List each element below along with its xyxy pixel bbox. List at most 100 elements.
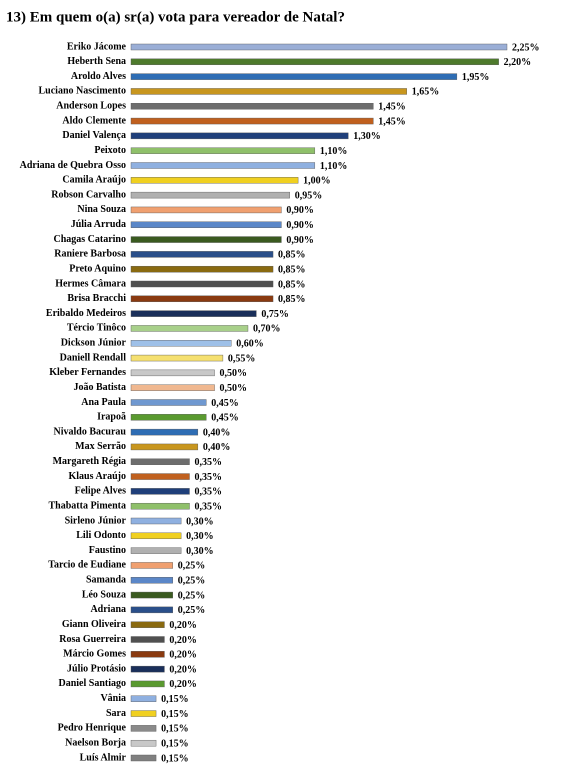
value-label: 0,50% [220, 368, 248, 379]
category-label: Nina Souza [77, 204, 126, 215]
category-label: Raniere Barbosa [54, 249, 126, 260]
bar [130, 251, 274, 258]
value-label: 1,45% [378, 102, 406, 113]
category-label: Júlio Protásio [67, 663, 126, 674]
bar [130, 680, 165, 688]
category-label: Anderson Lopes [56, 101, 126, 112]
value-label: 0,45% [211, 398, 239, 409]
category-label: Luís Almir [80, 752, 127, 763]
bar [130, 532, 182, 540]
value-label: 1,30% [353, 131, 381, 142]
category-label: Heberth Sena [67, 56, 126, 67]
value-label: 0,25% [178, 590, 206, 601]
bar [130, 221, 282, 228]
category-label: Eribaldo Medeiros [46, 308, 126, 319]
bar [130, 73, 458, 80]
category-label: Faustino [89, 545, 126, 556]
category-label: Robson Carvalho [51, 189, 126, 200]
bar [130, 502, 190, 510]
category-label: Lili Odonto [76, 530, 126, 541]
category-label: Max Serrão [75, 441, 126, 452]
category-label: Márcio Gomes [63, 649, 126, 660]
value-label: 0,30% [186, 516, 214, 527]
bar [130, 399, 207, 406]
value-label: 0,35% [194, 487, 222, 498]
value-label: 0,15% [161, 753, 189, 764]
value-label: 0,45% [211, 413, 239, 424]
value-label: 0,25% [178, 576, 206, 587]
bar [130, 414, 207, 421]
value-label: 0,20% [169, 635, 197, 646]
category-label: Camila Araújo [62, 175, 126, 186]
value-label: 0,90% [286, 235, 314, 246]
value-label: 1,10% [320, 146, 348, 157]
bar [130, 58, 499, 66]
bar [130, 206, 282, 214]
value-label: 0,20% [169, 679, 197, 690]
bar [130, 636, 165, 643]
value-label: 0,25% [178, 561, 206, 572]
category-label: Hermes Câmara [55, 278, 126, 289]
value-label: 0,95% [295, 190, 323, 201]
bar [130, 443, 199, 451]
value-label: 1,00% [303, 176, 331, 187]
category-label: Naelson Borja [65, 737, 126, 748]
category-label: Samanda [86, 575, 126, 586]
value-label: 1,10% [320, 161, 348, 172]
value-label: 0,90% [286, 220, 314, 231]
value-label: 0,85% [278, 264, 306, 275]
bar [130, 517, 182, 525]
category-label: Rosa Guerreira [59, 634, 126, 645]
bar [130, 428, 199, 436]
value-label: 1,95% [462, 72, 490, 83]
category-label: Daniel Valença [62, 130, 126, 141]
bar [130, 591, 173, 599]
category-label: Aldo Clemente [62, 115, 126, 126]
bar [130, 695, 157, 702]
category-label: Aroldo Alves [71, 71, 126, 82]
category-label: Thabatta Pimenta [49, 500, 127, 511]
category-label: Adriana de Quebra Osso [20, 160, 126, 171]
bar [130, 147, 316, 154]
value-label: 0,85% [278, 250, 306, 261]
value-label: 2,20% [504, 57, 531, 68]
bar [130, 265, 274, 273]
category-label: Daniell Rendall [60, 352, 127, 363]
category-label: Felipe Alves [75, 486, 126, 497]
category-label: Júlia Arruda [71, 219, 126, 230]
value-label: 0,15% [161, 738, 189, 749]
bar [130, 310, 257, 317]
value-label: 0,60% [236, 339, 264, 350]
value-label: 0,35% [194, 501, 222, 512]
category-label: Irapoã [97, 412, 126, 423]
category-label: Giann Oliveira [62, 619, 126, 630]
value-label: 0,35% [194, 472, 222, 483]
category-label: Nivaldo Bacurau [53, 426, 126, 437]
value-label: 0,40% [203, 442, 231, 453]
category-label: Sirleno Júnior [65, 515, 127, 526]
bar [130, 651, 165, 658]
bar [130, 325, 249, 332]
bar [130, 621, 165, 628]
value-label: 0,15% [161, 694, 189, 705]
category-label: Klaus Araújo [68, 471, 126, 482]
value-label: 0,35% [194, 457, 222, 468]
value-label: 0,20% [169, 620, 197, 631]
value-label: 0,15% [161, 709, 189, 720]
category-label: Chagas Catarino [53, 234, 126, 245]
bar [130, 280, 274, 288]
bar [130, 43, 508, 51]
value-label: 0,70% [253, 324, 281, 335]
bar [130, 710, 157, 717]
value-label: 0,55% [228, 353, 256, 364]
bar [130, 340, 232, 347]
bar [130, 488, 190, 495]
category-label: Peixoto [94, 145, 126, 156]
chart-title: 13) Em quem o(a) sr(a) vota para vereado… [6, 9, 345, 25]
category-label: Adriana [90, 604, 126, 615]
value-label: 0,15% [161, 724, 189, 735]
value-label: 1,65% [412, 87, 440, 98]
bar [130, 384, 215, 391]
value-label: 0,20% [169, 664, 197, 675]
